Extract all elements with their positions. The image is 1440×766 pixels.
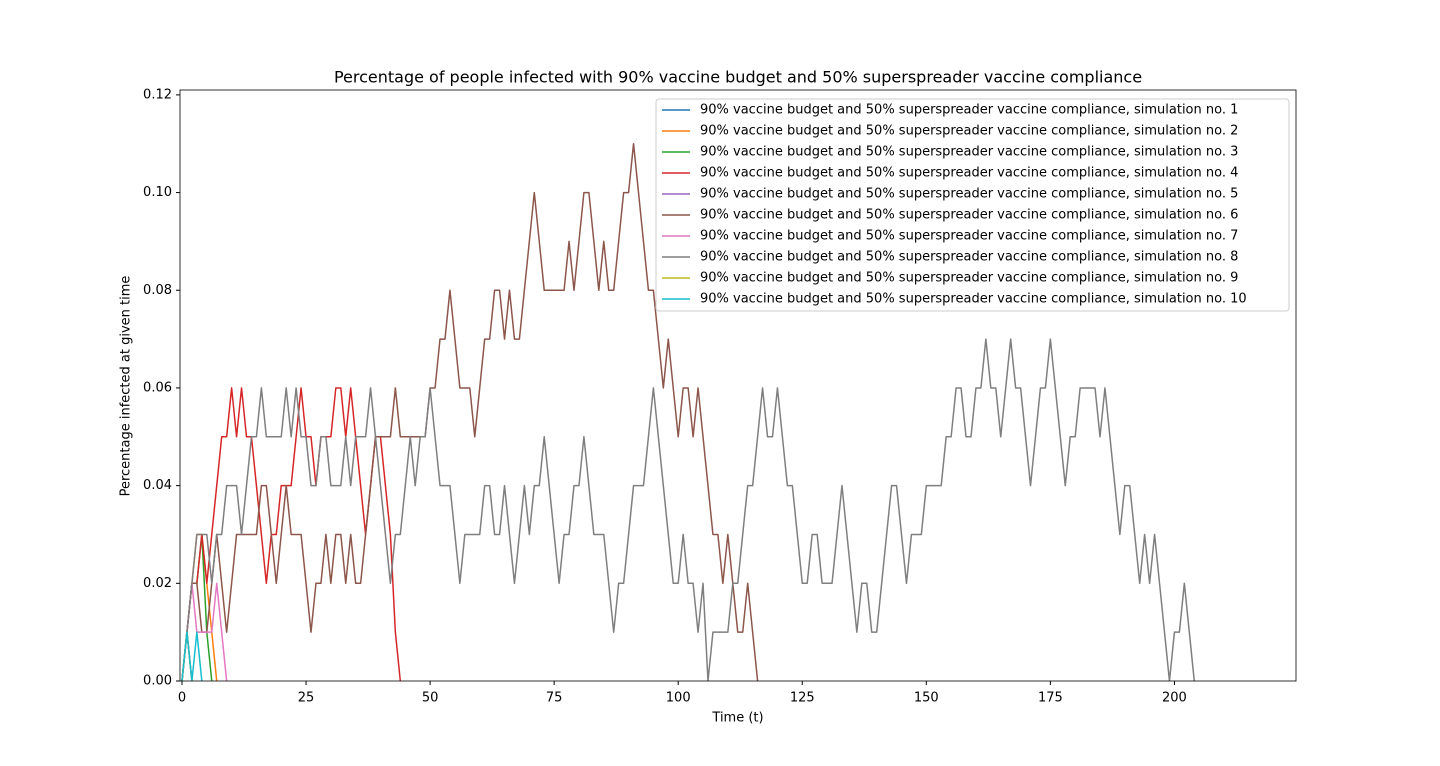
x-tick-label: 175 (1038, 691, 1063, 706)
y-tick-label: 0.10 (143, 185, 172, 200)
legend-label: 90% vaccine budget and 50% superspreader… (700, 103, 1238, 118)
series-line (181, 338, 1196, 681)
x-tick-label: 50 (422, 691, 439, 706)
y-tick-label: 0.12 (143, 87, 172, 102)
x-tick-label: 200 (1162, 691, 1187, 706)
series-line (181, 387, 402, 681)
legend-label: 90% vaccine budget and 50% superspreader… (700, 229, 1238, 244)
x-axis-label: Time (t) (711, 711, 763, 726)
y-tick-label: 0.02 (143, 576, 172, 591)
legend-label: 90% vaccine budget and 50% superspreader… (700, 124, 1238, 139)
y-axis-label: Percentage infected at given time (119, 276, 134, 497)
legend-box (655, 98, 1290, 312)
legend-label: 90% vaccine budget and 50% superspreader… (700, 208, 1238, 223)
legend-label: 90% vaccine budget and 50% superspreader… (700, 292, 1247, 307)
x-tick-label: 25 (298, 691, 315, 706)
y-tick-label: 0.06 (143, 380, 172, 395)
legend-label: 90% vaccine budget and 50% superspreader… (700, 145, 1238, 160)
legend-label: 90% vaccine budget and 50% superspreader… (700, 187, 1238, 202)
legend-label: 90% vaccine budget and 50% superspreader… (700, 166, 1238, 181)
x-tick-label: 0 (178, 691, 186, 706)
chart-title: Percentage of people infected with 90% v… (334, 68, 1142, 87)
series-line (181, 142, 759, 681)
x-tick-label: 100 (666, 691, 691, 706)
x-tick-label: 75 (546, 691, 563, 706)
series-line (181, 533, 213, 681)
x-tick-label: 150 (914, 691, 939, 706)
legend: 90% vaccine budget and 50% superspreader… (655, 98, 1290, 312)
legend-label: 90% vaccine budget and 50% superspreader… (700, 271, 1238, 286)
plot-frame (179, 89, 1297, 682)
y-tick-label: 0.08 (143, 283, 172, 298)
y-tick-label: 0.00 (143, 674, 172, 689)
y-tick-label: 0.04 (143, 478, 172, 493)
series-line (181, 631, 203, 681)
x-tick-label: 125 (790, 691, 815, 706)
legend-label: 90% vaccine budget and 50% superspreader… (700, 250, 1238, 265)
